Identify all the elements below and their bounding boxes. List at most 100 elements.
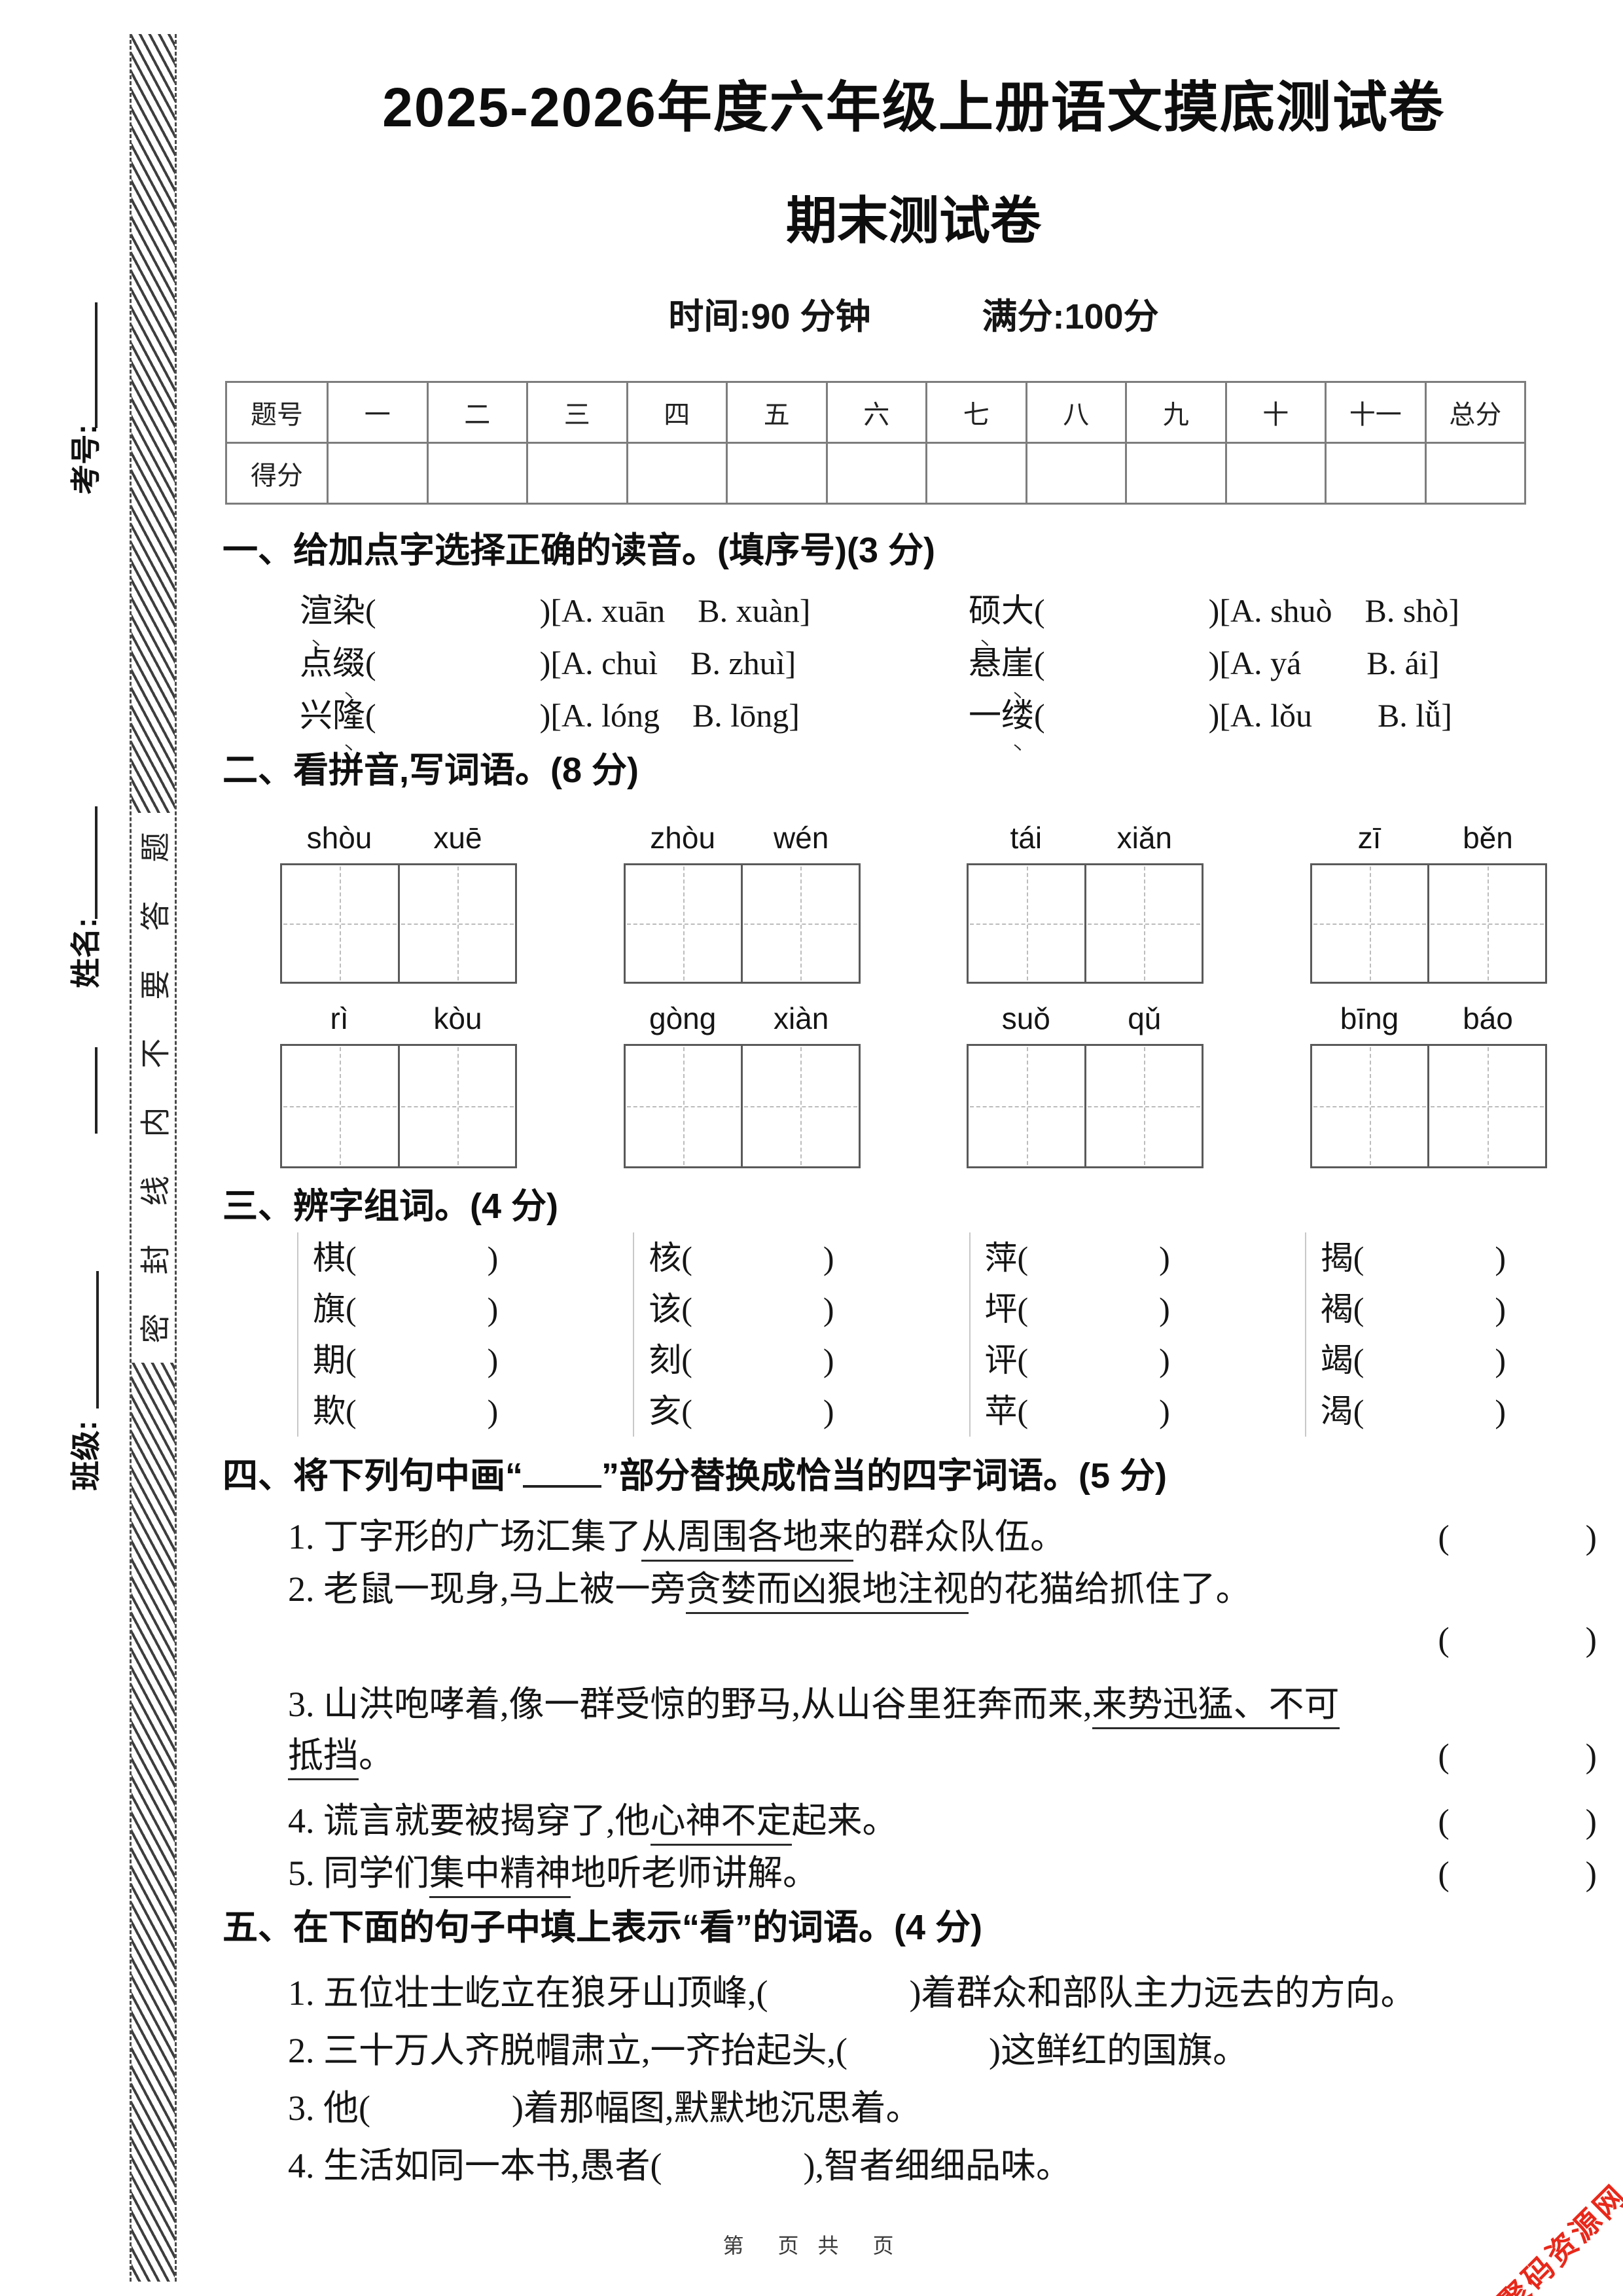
writing-boxes: [280, 863, 517, 984]
score-value-row: 得分: [225, 441, 1526, 505]
target-word: 硕大: [969, 592, 1034, 629]
score-header-cell: 九: [1125, 380, 1227, 444]
pinyin-group: tái xiǎn: [967, 820, 1204, 984]
pronunciation-item: 一缕( )[A. lǒu B. lǚ]: [969, 689, 1605, 736]
word-formation-item: 期( ): [313, 1341, 499, 1378]
answer-paren: ( ): [1034, 644, 1220, 681]
score-header-cell: 总分: [1424, 380, 1526, 444]
pinyin-group: rì kòu: [280, 1001, 517, 1168]
pinyin-syllable: báo: [1463, 1001, 1513, 1035]
score-header-cell: 十: [1224, 380, 1327, 444]
underlined-phrase: 抵挡: [288, 1735, 359, 1780]
section2-heading: 二、看拼音,写词语。(8 分): [223, 750, 639, 790]
fill-look-word-item: 3. 他( )着那幅图,默默地沉思着。: [288, 2088, 921, 2128]
score-header-cell: 四: [626, 380, 728, 444]
score-header-cell: 五: [726, 380, 828, 444]
character-writing-box: [1429, 863, 1547, 984]
pinyin-group: shòu xuē: [280, 820, 517, 984]
score-empty-cell: [1125, 441, 1227, 505]
pinyin-syllable: běn: [1463, 820, 1513, 855]
pronunciation-row: 点缀( )[A. chuì B. zhuì]悬崖( )[A. yá B. ái]: [223, 634, 1605, 687]
seal-char: 密: [138, 1313, 172, 1344]
word-formation-column: 棋( ) 旗( ) 期( ) 欺( ): [297, 1232, 597, 1437]
pinyin-group: gòng xiàn: [623, 1001, 861, 1168]
fill-look-word-item: 4. 生活如同一本书,愚者( ),智者细细品味。: [288, 2145, 1071, 2185]
word-formation-column: 萍( ) 坪( ) 评( ) 苹( ): [969, 1232, 1269, 1437]
pinyin-syllable: xiàn: [773, 1001, 829, 1035]
pinyin-row: shòu xuē zhòu wén tái xiǎn zī běn: [223, 820, 1605, 984]
score-empty-cell: [526, 441, 628, 505]
score-empty-cell: [1224, 441, 1327, 505]
character-writing-box: [967, 1043, 1086, 1168]
word-char: 一: [969, 696, 1001, 734]
dotted-char: 崖: [1001, 637, 1034, 684]
seal-hatch-top: [132, 34, 175, 813]
option-list: [A. lóng B. lōng]: [550, 696, 800, 734]
target-word: 渲染: [300, 592, 365, 629]
sentence-text: 3. 山洪咆哮着,像一群受惊的野马,从山谷里狂奔而来,来势迅猛、不可: [288, 1679, 1340, 1730]
character-writing-box: [1310, 1043, 1430, 1168]
seal-char: 要: [138, 969, 172, 1000]
section1-items: 渲染( )[A. xuān B. xuàn]硕大( )[A. shuò B. s…: [223, 582, 1605, 739]
pinyin-syllable: wén: [773, 820, 829, 855]
writing-boxes: [1310, 1043, 1547, 1168]
sentence-post: 的花猫给抓住了。: [968, 1569, 1251, 1609]
answer-paren: ( ): [365, 696, 551, 734]
score-header-cell: 题号: [225, 380, 329, 444]
word-formation-item: 萍( ): [984, 1239, 1170, 1276]
character-writing-box: [623, 1043, 743, 1168]
underlined-phrase: 贪婪而凶狠地注视: [685, 1569, 969, 1614]
pinyin-syllable: gòng: [649, 1001, 717, 1035]
score-table: 题号一二三四五六七八九十十一 总分 得分: [225, 380, 1526, 505]
answer-paren: ( ): [1438, 1621, 1597, 1659]
full-score: 满分:100分: [982, 296, 1159, 336]
option-list: [A. shuò B. shò]: [1219, 592, 1459, 629]
fill-look-word-item: 1. 五位壮士屹立在狼牙山顶峰,( )着群众和部队主力远去的方向。: [288, 1973, 1416, 2013]
character-writing-box: [743, 1043, 861, 1168]
writing-boxes: [280, 1043, 517, 1168]
pronunciation-row: 渲染( )[A. xuān B. xuàn]硕大( )[A. shuò B. s…: [223, 582, 1605, 634]
main-content: 2025-2026年度六年级上册语文摸底测试卷 期末测试卷 时间:90 分钟 满分…: [223, 0, 1605, 2195]
sentence-post: 地听老师讲解。: [571, 1853, 818, 1893]
word-formation-item: 刻( ): [649, 1341, 834, 1378]
seal-text: 题答要不内线封密: [138, 813, 172, 1363]
sentence-pre: 5. 同学们: [288, 1853, 429, 1893]
pinyin-syllable: xuē: [433, 820, 482, 855]
replace-phrase-item: 抵挡。 ( ): [223, 1730, 1605, 1782]
character-writing-box: [1429, 1043, 1547, 1168]
seal-char: 线: [138, 1175, 172, 1206]
character-writing-box: [280, 863, 400, 984]
time-limit: 时间:90 分钟: [668, 296, 871, 336]
pinyin-label: zhòu wén: [624, 820, 861, 855]
score-header-cell: 六: [825, 380, 927, 444]
section5-heading: 五、在下面的句子中填上表示“看”的词语。(4 分): [223, 1907, 982, 1947]
quoted-blank-line: [523, 1459, 601, 1488]
sentence-pre: 3. 山洪咆哮着,像一群受惊的野马,从山谷里狂奔而来,: [288, 1684, 1092, 1724]
score-header-row: 题号一二三四五六七八九十十一 总分: [225, 380, 1526, 444]
name-label: 姓名:: [69, 918, 103, 988]
replace-phrase-item: 4. 谎言就要被揭穿了,他心神不定起来。 ( ): [223, 1795, 1605, 1848]
class-label: 班级:: [69, 1420, 103, 1491]
section4-heading-pre: 四、将下列句中画“: [223, 1456, 523, 1496]
replace-phrase-item: 2. 老鼠一现身,马上被一旁贪婪而凶狠地注视的花猫给抓住了。: [223, 1564, 1605, 1615]
sentence-text: 4. 谎言就要被揭穿了,他心神不定起来。: [288, 1795, 898, 1846]
word-char: 大: [1001, 592, 1034, 629]
name-blank-line: [95, 806, 98, 919]
pinyin-group: suǒ qǔ: [967, 1001, 1204, 1168]
score-header-cell: 七: [925, 380, 1027, 444]
score-header-cell: 一: [327, 380, 429, 444]
answer-paren: ( ): [1438, 1737, 1597, 1775]
writing-boxes: [623, 1043, 861, 1168]
class-blank-line: [96, 1271, 99, 1408]
section4-heading-post: ”部分替换成恰当的四字词语。(5 分): [601, 1456, 1167, 1496]
target-word: 点缀: [300, 645, 365, 681]
pinyin-syllable: rì: [330, 1001, 349, 1035]
character-writing-box: [280, 1043, 400, 1168]
page-number-footer: 第 页 共 页: [722, 2234, 901, 2257]
pinyin-label: rì kòu: [280, 1001, 517, 1036]
character-writing-box: [1086, 863, 1204, 984]
pronunciation-row: 兴隆( )[A. lóng B. lōng] 一缕( )[A. lǒu B. lǚ…: [223, 687, 1605, 739]
underlined-phrase: 来势迅猛、不可: [1092, 1684, 1340, 1729]
exam-number-label: 考号:: [69, 424, 103, 495]
target-word: 兴隆: [300, 697, 365, 734]
